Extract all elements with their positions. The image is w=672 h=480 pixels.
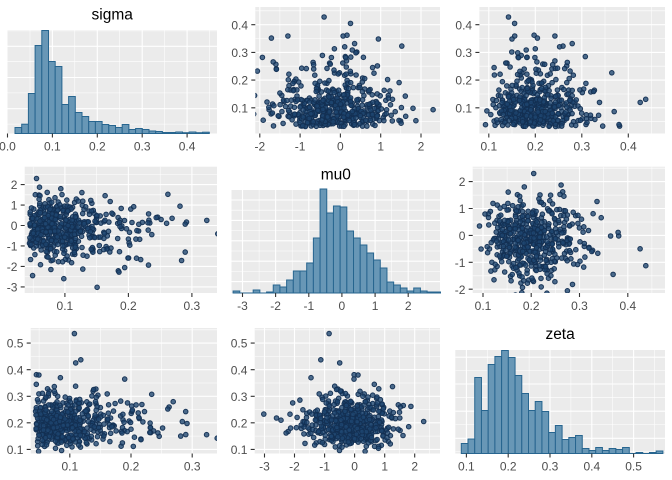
svg-text:2: 2: [459, 175, 466, 189]
svg-text:0.3: 0.3: [231, 390, 248, 404]
svg-text:0.2: 0.2: [89, 139, 106, 153]
svg-text:-2: -2: [7, 260, 18, 274]
svg-text:-1: -1: [7, 240, 18, 254]
svg-text:0.3: 0.3: [455, 46, 472, 60]
svg-text:0: 0: [337, 139, 344, 153]
svg-text:0.4: 0.4: [231, 363, 248, 377]
svg-text:0.4: 0.4: [231, 18, 248, 32]
svg-text:-2: -2: [254, 139, 265, 153]
svg-text:0.4: 0.4: [619, 299, 636, 313]
svg-text:0.1: 0.1: [455, 101, 472, 115]
svg-text:0.2: 0.2: [527, 139, 544, 153]
svg-text:-2: -2: [455, 283, 466, 297]
svg-text:0: 0: [351, 459, 358, 473]
svg-text:0.1: 0.1: [231, 101, 248, 115]
svg-text:sigma: sigma: [92, 7, 134, 24]
svg-text:0.0: 0.0: [0, 139, 16, 153]
svg-text:-3: -3: [7, 281, 18, 295]
svg-text:0.3: 0.3: [7, 390, 24, 404]
svg-text:0.4: 0.4: [583, 459, 600, 473]
svg-text:-2: -2: [270, 299, 281, 313]
svg-text:0.3: 0.3: [542, 459, 559, 473]
svg-text:0.2: 0.2: [123, 459, 140, 473]
svg-text:2: 2: [418, 139, 425, 153]
svg-text:-1: -1: [303, 299, 314, 313]
svg-text:0: 0: [11, 219, 18, 233]
svg-text:0.2: 0.2: [7, 416, 24, 430]
svg-text:1: 1: [381, 459, 388, 473]
svg-text:0.1: 0.1: [57, 299, 74, 313]
svg-text:0.3: 0.3: [571, 299, 588, 313]
svg-text:0.4: 0.4: [455, 18, 472, 32]
svg-text:zeta: zeta: [545, 326, 575, 343]
svg-text:0.2: 0.2: [455, 74, 472, 88]
svg-text:0.4: 0.4: [620, 139, 637, 153]
svg-text:-1: -1: [455, 256, 466, 270]
svg-text:1: 1: [459, 202, 466, 216]
svg-text:-2: -2: [289, 459, 300, 473]
svg-text:-1: -1: [295, 139, 306, 153]
svg-text:0.3: 0.3: [231, 46, 248, 60]
svg-text:0.5: 0.5: [7, 337, 24, 351]
svg-text:0.4: 0.4: [179, 139, 196, 153]
svg-text:-3: -3: [237, 299, 248, 313]
svg-text:1: 1: [377, 139, 384, 153]
svg-text:0.2: 0.2: [231, 74, 248, 88]
svg-text:0.1: 0.1: [475, 299, 492, 313]
svg-text:0.5: 0.5: [625, 459, 642, 473]
svg-text:0.3: 0.3: [184, 299, 201, 313]
svg-text:0.2: 0.2: [500, 459, 517, 473]
svg-text:0.1: 0.1: [480, 139, 497, 153]
svg-text:0.2: 0.2: [523, 299, 540, 313]
svg-text:0.5: 0.5: [231, 337, 248, 351]
svg-text:0.1: 0.1: [61, 459, 78, 473]
svg-text:0.2: 0.2: [231, 416, 248, 430]
svg-text:-3: -3: [259, 459, 270, 473]
svg-text:-1: -1: [319, 459, 330, 473]
svg-text:0.2: 0.2: [120, 299, 137, 313]
svg-text:0.4: 0.4: [7, 363, 24, 377]
svg-text:0.3: 0.3: [184, 459, 201, 473]
svg-text:2: 2: [405, 299, 412, 313]
svg-text:0.3: 0.3: [134, 139, 151, 153]
svg-text:0.3: 0.3: [573, 139, 590, 153]
svg-text:0.1: 0.1: [458, 459, 475, 473]
svg-text:mu0: mu0: [321, 167, 352, 184]
svg-text:0: 0: [459, 229, 466, 243]
svg-text:1: 1: [11, 199, 18, 213]
svg-text:2: 2: [11, 178, 18, 192]
svg-text:0.1: 0.1: [7, 443, 24, 457]
svg-text:0.1: 0.1: [231, 443, 248, 457]
svg-text:1: 1: [372, 299, 379, 313]
svg-text:0.1: 0.1: [44, 139, 61, 153]
svg-text:2: 2: [411, 459, 418, 473]
svg-text:0: 0: [339, 299, 346, 313]
